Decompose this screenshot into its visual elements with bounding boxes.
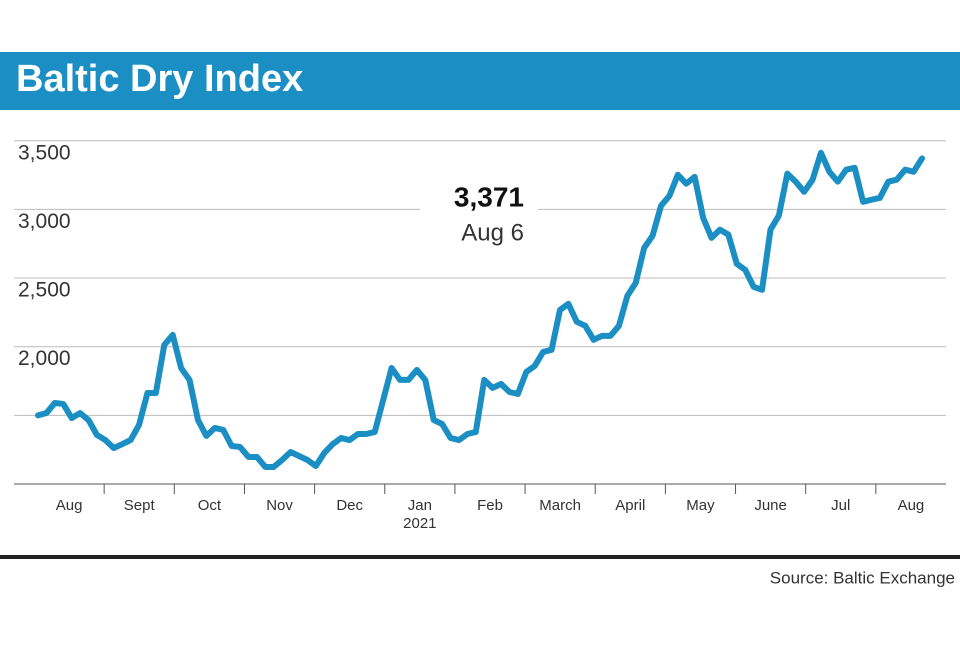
x-tick-label: Sept	[124, 497, 156, 514]
x-tick-label: Aug	[898, 497, 925, 514]
chart-title: Baltic Dry Index	[16, 58, 303, 100]
x-tick-label: Jul	[831, 497, 850, 514]
y-tick-label: 3,000	[18, 210, 71, 233]
x-tick-label: Aug	[56, 497, 83, 514]
annotation-date: Aug 6	[461, 219, 524, 246]
x-tick-label: June	[754, 497, 787, 514]
x-tick-label: Nov	[266, 497, 293, 514]
line-series	[35, 149, 925, 470]
x-tick-label: Jan	[408, 497, 432, 514]
annotation-bg	[420, 180, 538, 250]
y-tick-label: 2,500	[18, 279, 71, 302]
title-banner	[0, 52, 960, 110]
y-tick-label: 3,500	[18, 141, 71, 164]
x-tick-label: Feb	[477, 497, 503, 514]
footer-rule	[0, 555, 960, 559]
x-tick-label: May	[686, 497, 715, 514]
y-tick-label: 2,000	[18, 347, 71, 370]
x-tick-label: April	[615, 497, 645, 514]
x-tick-label: Oct	[198, 497, 222, 514]
source: Source: Baltic Exchange	[770, 568, 955, 587]
x-tick-sublabel: 2021	[403, 515, 436, 532]
annotation-value: 3,371	[454, 181, 524, 212]
x-tick-label: March	[539, 497, 581, 514]
x-tick-label: Dec	[336, 497, 363, 514]
